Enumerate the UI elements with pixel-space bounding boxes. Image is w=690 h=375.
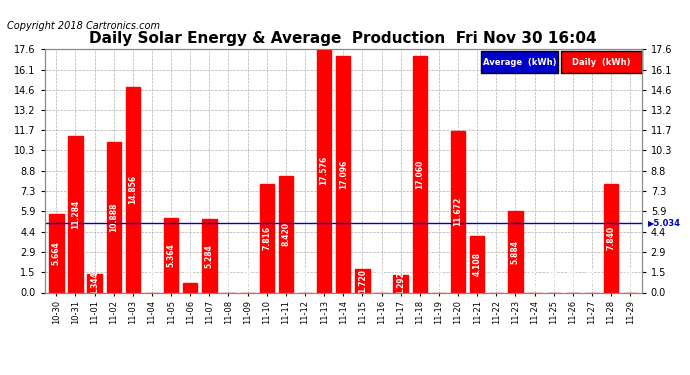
Text: 17.060: 17.060 [415, 160, 424, 189]
Text: Daily  (kWh): Daily (kWh) [572, 58, 631, 67]
Text: 17.096: 17.096 [339, 159, 348, 189]
Text: 0.000: 0.000 [549, 267, 558, 291]
Text: 1.720: 1.720 [358, 268, 367, 292]
Text: 0.000: 0.000 [587, 267, 596, 291]
Text: Average  (kWh): Average (kWh) [482, 58, 556, 67]
FancyBboxPatch shape [480, 51, 558, 73]
Bar [202, 219, 217, 292]
Text: 11.284: 11.284 [71, 200, 80, 229]
Text: 14.856: 14.856 [128, 175, 137, 204]
Bar [451, 131, 465, 292]
Text: 5.284: 5.284 [205, 244, 214, 268]
Text: 7.816: 7.816 [262, 226, 271, 251]
Text: 0.000: 0.000 [569, 267, 578, 291]
Bar [604, 184, 618, 292]
Bar [106, 142, 121, 292]
Text: Copyright 2018 Cartronics.com: Copyright 2018 Cartronics.com [7, 21, 160, 31]
Text: 8.420: 8.420 [282, 222, 290, 246]
Text: 17.576: 17.576 [319, 156, 328, 185]
FancyBboxPatch shape [561, 51, 642, 73]
Bar [68, 136, 83, 292]
Bar [413, 56, 427, 292]
Text: 5.884: 5.884 [511, 240, 520, 264]
Text: 11.672: 11.672 [453, 197, 462, 226]
Text: ▶5.034: ▶5.034 [648, 218, 680, 227]
Bar [259, 184, 274, 292]
Text: 0.000: 0.000 [492, 267, 501, 291]
Text: 7.840: 7.840 [607, 226, 615, 250]
Text: 0.000: 0.000 [243, 267, 252, 291]
Text: 1.292: 1.292 [396, 272, 405, 296]
Text: 10.888: 10.888 [109, 202, 118, 232]
Bar [164, 218, 178, 292]
Text: 5.364: 5.364 [166, 243, 176, 267]
Text: 1.344: 1.344 [90, 271, 99, 295]
Bar [509, 211, 522, 292]
Bar [336, 56, 351, 292]
Bar [279, 176, 293, 292]
Bar [355, 268, 370, 292]
Text: 0.000: 0.000 [224, 267, 233, 291]
Bar [470, 236, 484, 292]
Text: 0.000: 0.000 [626, 267, 635, 291]
Title: Daily Solar Energy & Average  Production  Fri Nov 30 16:04: Daily Solar Energy & Average Production … [90, 31, 597, 46]
Bar [88, 274, 101, 292]
Bar [49, 214, 63, 292]
Bar [393, 274, 408, 292]
Text: 0.000: 0.000 [530, 267, 539, 291]
Text: 0.000: 0.000 [301, 267, 310, 291]
Bar [317, 49, 331, 292]
Text: 5.664: 5.664 [52, 242, 61, 265]
Bar [126, 87, 140, 292]
Text: 0.000: 0.000 [148, 267, 157, 291]
Text: 0.000: 0.000 [377, 267, 386, 291]
Bar [183, 283, 197, 292]
Text: 0.684: 0.684 [186, 257, 195, 281]
Text: 4.108: 4.108 [473, 252, 482, 276]
Text: 0.000: 0.000 [435, 267, 444, 291]
